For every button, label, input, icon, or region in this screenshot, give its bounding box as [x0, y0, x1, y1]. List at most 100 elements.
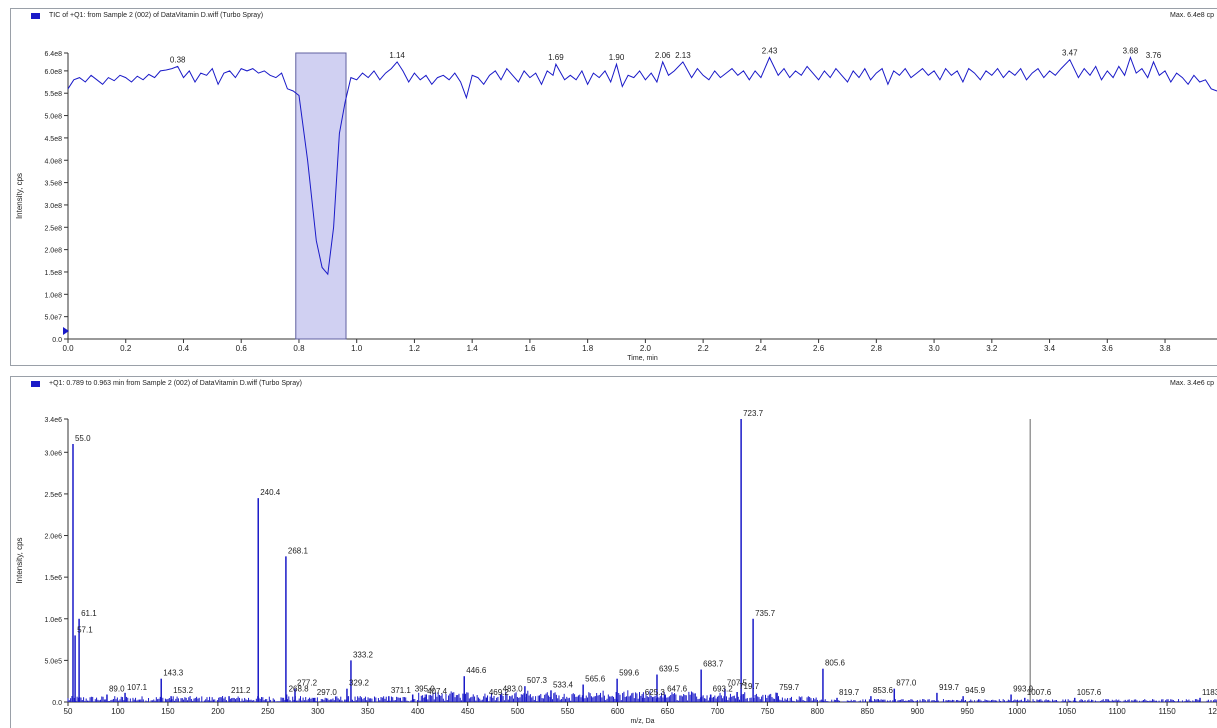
tic-x-tick-label: 0.2 [120, 344, 132, 353]
ms-x-tick-label: 50 [64, 707, 73, 716]
tic-selection-range [295, 52, 347, 340]
ms-peak-label: 507.3 [527, 676, 548, 685]
ms-peak-label: 647.6 [667, 685, 688, 694]
ms-x-tick-label: 1200 [1208, 707, 1217, 716]
ms-x-tick-label: 950 [961, 707, 975, 716]
tic-legend-swatch [31, 13, 40, 19]
ms-peak-label: 446.6 [466, 666, 487, 675]
ms-peak-label: 707.5 [727, 679, 748, 688]
ms-peak-label: 723.7 [743, 409, 764, 418]
ms-peak-label: 759.7 [779, 683, 800, 692]
ms-peak-label: 533.4 [553, 680, 574, 689]
ms-peak-label: 469.2 [489, 688, 510, 697]
tic-axis-marker [63, 327, 69, 335]
tic-y-tick-label: 3.0e8 [44, 203, 62, 210]
tic-x-axis-label: Time, min [627, 355, 658, 362]
tic-x-tick-label: 0.8 [293, 344, 305, 353]
ms-peak-label: 919.7 [939, 683, 960, 692]
ms-chart[interactable]: 50 100 150 200 250 300 350 400 450 500 550 600 650 70… [11, 377, 1217, 728]
tic-x-tick-label: 3.4 [1044, 344, 1056, 353]
ms-peak-label: 805.6 [825, 659, 846, 668]
ms-peak-label: 268.1 [288, 546, 309, 555]
ms-legend-swatch [31, 381, 40, 387]
ms-peak-label: 1007.6 [1027, 688, 1052, 697]
ms-x-tick-label: 300 [311, 707, 325, 716]
ms-peak-label: 57.1 [77, 625, 93, 634]
ms-peak-label: 693.2 [713, 685, 734, 694]
ms-peak-label: 407.4 [427, 687, 448, 696]
ms-peak-label: 1183.0 [1202, 688, 1217, 697]
tic-peak-label: 0.38 [170, 55, 186, 64]
tic-peak-label: 1.14 [389, 51, 405, 60]
tic-chart[interactable]: 0.0 0.2 0.4 0.6 0.8 1.0 1.2 1.4 1.6 1.8 2.0 2.2 2.4 2… [11, 9, 1217, 365]
ms-y-tick-label: 5.0e5 [44, 658, 62, 665]
ms-peak-label: 1057.6 [1077, 688, 1102, 697]
tic-series-line [67, 55, 1217, 276]
tic-x-tick-label: 0.4 [178, 344, 190, 353]
tic-y-tick-label: 5.0e8 [44, 114, 62, 121]
ms-peak-label: 877.0 [896, 679, 917, 688]
ms-x-tick-label: 250 [261, 707, 275, 716]
tic-x-tick-label: 3.0 [929, 344, 941, 353]
ms-peak-label: 371.1 [391, 686, 412, 695]
ms-x-tick-label: 1000 [1008, 707, 1026, 716]
ms-peak-label: 268.8 [289, 685, 310, 694]
ms-x-tick-label: 450 [461, 707, 475, 716]
tic-y-tick-label: 4.5e8 [44, 136, 62, 143]
ms-chart-pane: +Q1: 0.789 to 0.963 min from Sample 2 (0… [10, 376, 1217, 728]
ms-peak-label: 143.3 [163, 669, 184, 678]
ms-peak-label: 107.1 [127, 683, 148, 692]
ms-peak-label: 153.2 [173, 686, 194, 695]
tic-peak-label: 1.90 [609, 53, 625, 62]
tic-x-tick-label: 2.2 [698, 344, 710, 353]
ms-peak-label: 211.2 [231, 686, 251, 695]
tic-chart-header: TIC of +Q1: from Sample 2 (002) of DataV… [11, 9, 1217, 23]
tic-peak-label: 3.47 [1062, 49, 1078, 58]
ms-max-label: Max. 3.4e6 cp [1170, 380, 1214, 387]
ms-x-tick-label: 650 [661, 707, 675, 716]
ms-x-tick-label: 800 [811, 707, 825, 716]
ms-peak-label: 333.2 [353, 650, 374, 659]
tic-y-tick-label: 4.0e8 [44, 158, 62, 165]
ms-peak-label: 61.1 [81, 609, 97, 618]
ms-peak-label: 55.0 [75, 434, 91, 443]
tic-x-tick-label: 0.6 [236, 344, 248, 353]
ms-peak-label: 240.4 [260, 488, 281, 497]
ms-y-tick-label: 1.0e6 [44, 617, 62, 624]
ms-x-tick-label: 400 [411, 707, 425, 716]
ms-peak-label: 599.6 [619, 669, 640, 678]
ms-x-tick-label: 900 [911, 707, 925, 716]
ms-x-tick-label: 350 [361, 707, 375, 716]
tic-peak-label: 2.43 [762, 46, 778, 55]
ms-y-tick-label: 3.4e6 [44, 417, 62, 424]
ms-x-tick-label: 1150 [1158, 707, 1176, 716]
tic-x-tick-label: 2.4 [755, 344, 767, 353]
ms-y-tick-label: 2.0e6 [44, 534, 62, 541]
tic-y-tick-label: 0.0 [52, 337, 62, 344]
tic-x-tick-label: 3.2 [986, 344, 998, 353]
ms-peak-label: 683.7 [703, 660, 724, 669]
ms-peak-label: 853.6 [873, 686, 894, 695]
ms-x-tick-label: 550 [561, 707, 575, 716]
tic-peak-label: 1.69 [548, 53, 564, 62]
ms-x-tick-label: 850 [861, 707, 875, 716]
tic-peak-label: 2.06 [655, 51, 671, 60]
tic-x-tick-label: 1.2 [409, 344, 421, 353]
ms-x-tick-label: 200 [211, 707, 225, 716]
tic-x-tick-label: 1.4 [467, 344, 479, 353]
tic-x-tick-label: 3.8 [1159, 344, 1171, 353]
tic-peak-label: 3.68 [1123, 46, 1139, 55]
ms-peak-label: 89.0 [109, 685, 125, 694]
tic-y-tick-label: 6.4e8 [44, 51, 62, 58]
tic-x-tick-label: 2.8 [871, 344, 883, 353]
tic-peak-label: 2.13 [675, 51, 691, 60]
tic-y-tick-label: 6.0e8 [44, 69, 62, 76]
ms-y-axis-label: Intensity, cps [15, 537, 24, 583]
ms-x-tick-label: 700 [711, 707, 725, 716]
tic-max-label: Max. 6.4e8 cp [1170, 12, 1214, 19]
ms-peak-label: 819.7 [839, 688, 860, 697]
tic-chart-pane: TIC of +Q1: from Sample 2 (002) of DataV… [10, 8, 1217, 366]
ms-y-tick-label: 1.5e6 [44, 575, 62, 582]
ms-x-tick-label: 100 [111, 707, 125, 716]
ms-peak-label: 639.5 [659, 665, 680, 674]
